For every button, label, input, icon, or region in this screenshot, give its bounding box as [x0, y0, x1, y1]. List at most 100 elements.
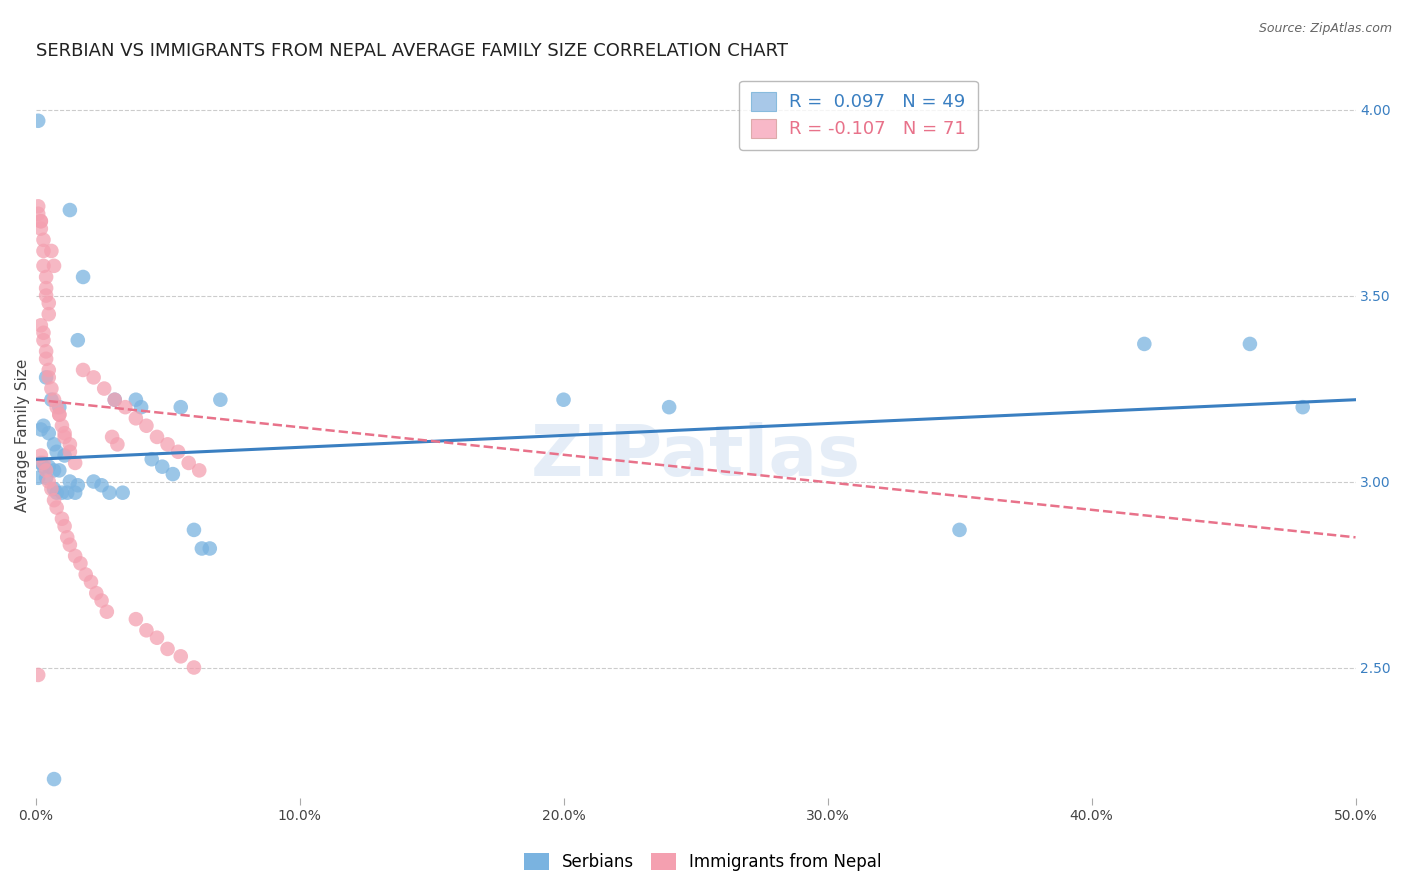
Point	[209, 392, 232, 407]
Point	[177, 456, 200, 470]
Point	[56, 485, 79, 500]
Point	[51, 418, 73, 433]
Point	[129, 400, 152, 414]
Point	[41, 244, 63, 258]
Point	[101, 430, 124, 444]
Point	[170, 649, 193, 664]
Point	[32, 459, 55, 474]
Point	[1239, 337, 1261, 351]
Point	[30, 422, 52, 436]
Point	[56, 530, 79, 544]
Point	[63, 456, 86, 470]
Point	[38, 475, 60, 489]
Point	[111, 485, 134, 500]
Point	[51, 512, 73, 526]
Point	[42, 482, 65, 496]
Point	[53, 519, 76, 533]
Point	[125, 612, 148, 626]
Point	[183, 523, 205, 537]
Point	[45, 500, 67, 515]
Point	[30, 449, 52, 463]
Point	[48, 408, 70, 422]
Point	[42, 437, 65, 451]
Point	[41, 482, 63, 496]
Point	[59, 475, 82, 489]
Point	[80, 574, 103, 589]
Point	[135, 418, 157, 433]
Point	[150, 459, 173, 474]
Point	[170, 400, 193, 414]
Point	[27, 207, 49, 221]
Point	[32, 259, 55, 273]
Point	[30, 221, 52, 235]
Point	[35, 288, 58, 302]
Point	[104, 392, 127, 407]
Point	[35, 281, 58, 295]
Point	[183, 660, 205, 674]
Point	[27, 199, 49, 213]
Point	[72, 270, 94, 285]
Point	[42, 259, 65, 273]
Point	[30, 214, 52, 228]
Point	[72, 363, 94, 377]
Point	[59, 444, 82, 458]
Point	[32, 418, 55, 433]
Point	[45, 400, 67, 414]
Point	[42, 392, 65, 407]
Point	[75, 567, 97, 582]
Point	[30, 456, 52, 470]
Point	[32, 244, 55, 258]
Point	[27, 471, 49, 485]
Point	[59, 437, 82, 451]
Point	[167, 444, 190, 458]
Point	[27, 668, 49, 682]
Point	[84, 586, 107, 600]
Point	[41, 382, 63, 396]
Point	[32, 333, 55, 347]
Point	[93, 382, 115, 396]
Point	[45, 444, 67, 458]
Point	[30, 214, 52, 228]
Point	[162, 467, 184, 482]
Text: Source: ZipAtlas.com: Source: ZipAtlas.com	[1258, 22, 1392, 36]
Point	[83, 475, 105, 489]
Point	[38, 363, 60, 377]
Point	[90, 478, 112, 492]
Point	[48, 400, 70, 414]
Point	[38, 426, 60, 441]
Point	[51, 485, 73, 500]
Point	[191, 541, 214, 556]
Point	[1292, 400, 1315, 414]
Point	[32, 233, 55, 247]
Point	[156, 437, 179, 451]
Point	[32, 326, 55, 340]
Point	[38, 307, 60, 321]
Point	[83, 370, 105, 384]
Point	[38, 370, 60, 384]
Point	[104, 392, 127, 407]
Point	[53, 426, 76, 441]
Point	[48, 408, 70, 422]
Point	[69, 557, 91, 571]
Point	[66, 333, 89, 347]
Point	[188, 463, 211, 477]
Point	[658, 400, 681, 414]
Legend: R =  0.097   N = 49, R = -0.107   N = 71: R = 0.097 N = 49, R = -0.107 N = 71	[740, 81, 977, 150]
Point	[53, 430, 76, 444]
Point	[125, 411, 148, 425]
Point	[66, 478, 89, 492]
Point	[156, 641, 179, 656]
Point	[141, 452, 163, 467]
Point	[59, 538, 82, 552]
Y-axis label: Average Family Size: Average Family Size	[15, 359, 30, 512]
Point	[53, 449, 76, 463]
Legend: Serbians, Immigrants from Nepal: Serbians, Immigrants from Nepal	[516, 845, 890, 880]
Point	[35, 351, 58, 366]
Point	[146, 631, 169, 645]
Point	[30, 318, 52, 333]
Point	[38, 296, 60, 310]
Point	[41, 392, 63, 407]
Point	[125, 392, 148, 407]
Point	[42, 772, 65, 786]
Point	[42, 493, 65, 508]
